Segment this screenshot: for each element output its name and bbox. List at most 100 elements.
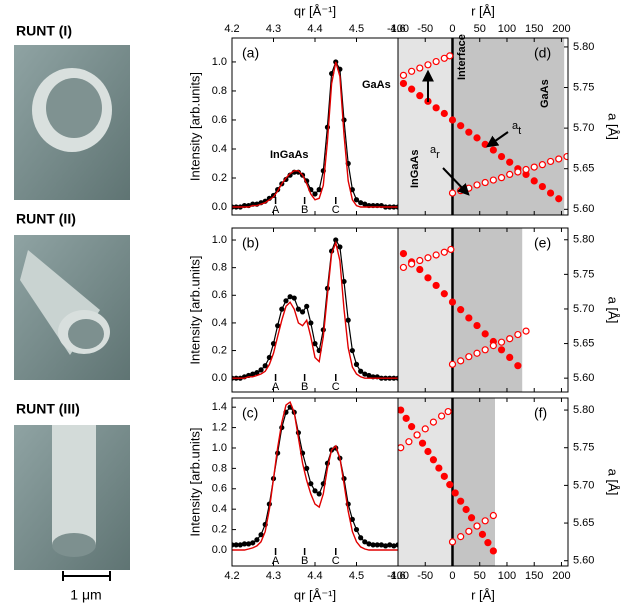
point <box>490 177 496 183</box>
point <box>445 409 451 415</box>
point <box>430 457 436 463</box>
point <box>564 154 570 160</box>
y-tick-label: 0.8 <box>212 85 227 97</box>
tube <box>52 425 96 545</box>
page: {"images":[{"label":"RUNT (I)"},{"label"… <box>0 0 621 611</box>
point <box>507 336 513 342</box>
point <box>466 185 472 191</box>
point <box>466 129 472 135</box>
point <box>420 440 426 446</box>
point <box>371 543 375 547</box>
scale-bar-label: 1 μm <box>70 587 101 603</box>
sem-images: 1 μm RUNT (I) RUNT (II) RUNT (III) <box>14 23 130 603</box>
y-tick-label: 5.65 <box>573 517 594 529</box>
y-tick-label: 0.6 <box>212 114 227 126</box>
y-tick-label: 5.80 <box>573 404 594 416</box>
x-tick-label: 200 <box>552 23 570 35</box>
y-tick-label: 0.6 <box>212 483 227 495</box>
point <box>466 528 472 534</box>
y-tick-label: 0.0 <box>212 372 227 384</box>
point <box>359 201 363 205</box>
x-tick-label: -100 <box>387 23 409 35</box>
point <box>363 540 367 544</box>
y-tick-label: 1.0 <box>212 234 227 246</box>
peak-label: C <box>332 381 340 393</box>
point <box>556 196 562 202</box>
point <box>388 543 392 547</box>
point <box>363 372 367 376</box>
point <box>425 275 431 281</box>
y-axis-label: a [Å] <box>606 469 621 496</box>
point <box>292 296 296 300</box>
x-tick-label: 100 <box>498 570 516 582</box>
point <box>523 328 529 334</box>
annotation: Interface <box>456 34 468 80</box>
point <box>313 192 317 196</box>
point <box>539 184 545 190</box>
point <box>482 518 488 524</box>
point <box>384 544 388 548</box>
x-axis-label: r [Å] <box>471 3 495 18</box>
point <box>466 354 472 360</box>
point <box>490 548 496 554</box>
y-axis-label: Intensity [arb.units] <box>187 72 202 181</box>
point <box>392 544 396 548</box>
point <box>482 331 488 337</box>
x-tick-label: 0 <box>449 23 455 35</box>
x-tick-label: 4.3 <box>266 23 281 35</box>
x-tick-label: 4.4 <box>307 23 322 35</box>
point <box>242 542 246 546</box>
tube-opening <box>52 533 96 557</box>
peak-label: A <box>272 555 280 567</box>
point <box>425 62 431 68</box>
point <box>398 407 404 413</box>
point <box>375 543 379 547</box>
point <box>309 321 313 325</box>
point <box>379 543 383 547</box>
y-tick-label: 0.2 <box>212 523 227 535</box>
point <box>474 323 480 329</box>
point <box>417 258 423 264</box>
point <box>350 349 354 353</box>
point <box>359 369 363 373</box>
y-tick-label: 5.80 <box>573 234 594 246</box>
y-tick-label: 5.70 <box>573 122 594 134</box>
point <box>417 93 423 99</box>
point <box>515 363 521 369</box>
tube-opening <box>46 78 102 138</box>
point <box>499 347 505 353</box>
point <box>479 531 485 537</box>
point <box>425 448 431 454</box>
point <box>425 255 431 261</box>
point <box>398 445 404 451</box>
point <box>350 517 354 521</box>
point <box>313 342 317 346</box>
point <box>342 279 346 283</box>
point <box>436 465 442 471</box>
y-tick-label: 0.8 <box>212 462 227 474</box>
y-tick-label: 5.70 <box>573 479 594 491</box>
point <box>259 368 263 372</box>
x-tick-label: 4.3 <box>266 570 281 582</box>
point <box>507 159 513 165</box>
point <box>474 182 480 188</box>
image-label: RUNT (III) <box>16 401 80 417</box>
point <box>305 304 309 308</box>
point <box>422 426 428 432</box>
point <box>430 419 436 425</box>
point <box>447 482 453 488</box>
region <box>398 398 452 566</box>
peak-label: B <box>301 381 308 393</box>
annotation-sub: t <box>518 125 521 137</box>
y-axis-label: Intensity [arb.units] <box>187 255 202 364</box>
image-label: RUNT (I) <box>16 23 72 39</box>
point <box>458 498 464 504</box>
panel-label: (d) <box>534 45 551 61</box>
y-tick-label: 0.0 <box>212 544 227 556</box>
panel: 0.00.20.40.60.81.0Intensity [arb.units]A… <box>187 228 400 393</box>
annotation: GaAs <box>362 79 391 91</box>
